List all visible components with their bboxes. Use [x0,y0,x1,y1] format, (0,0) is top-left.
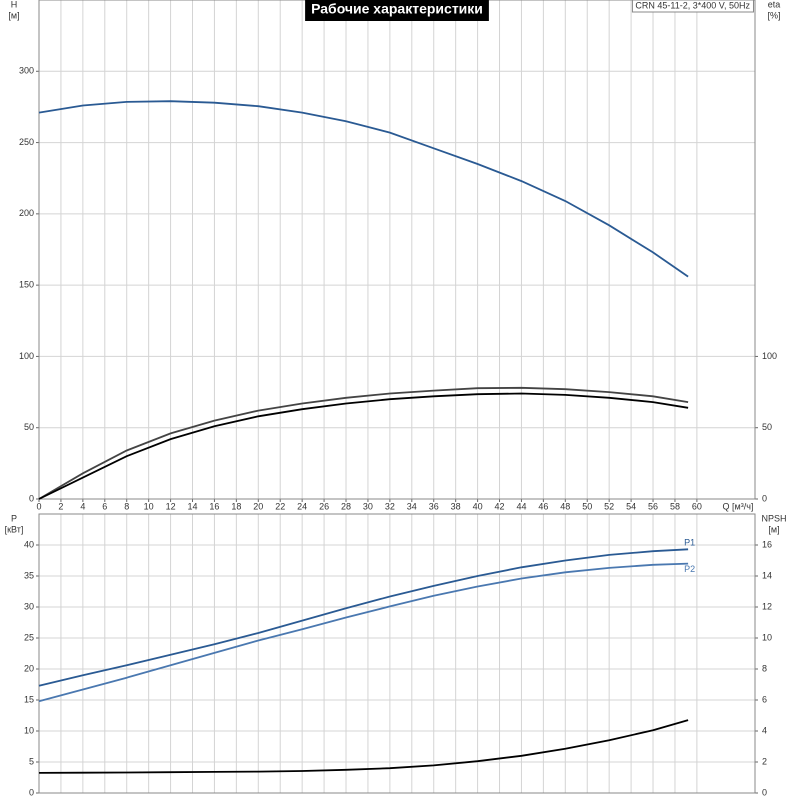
x-tick-label: 38 [451,501,461,511]
x-tick-label: 30 [363,501,373,511]
x-tick-label: 10 [144,501,154,511]
series-line [38,392,689,500]
y-axis-label: P [11,513,17,523]
x-tick-label: 44 [516,501,526,511]
x-tick-label: 12 [166,501,176,511]
y2-tick-label: 16 [762,539,772,549]
x-tick-label: 22 [275,501,285,511]
grid [38,514,755,794]
y-axis-label: [кВт] [5,524,24,534]
x-tick-label: 8 [124,501,129,511]
y-axis-label: [м] [8,10,19,20]
y2-tick-label: 0 [762,787,767,797]
y-tick-label: 300 [19,66,34,76]
x-tick-label: 32 [385,501,395,511]
y-tick-label: 0 [29,493,34,503]
plot-frame [38,0,756,500]
x-axis-label: Q [м³/ч] [723,501,754,511]
x-tick-label: 16 [209,501,219,511]
y-tick-label: 5 [29,756,34,766]
series-line [38,562,689,703]
model-label: CRN 45-11-2, 3*400 V, 50Hz [635,0,750,10]
title-background [305,0,489,21]
x-tick-label: 40 [473,501,483,511]
plot-frame [38,513,756,794]
x-tick-label: 46 [538,501,548,511]
x-tick-label: 0 [36,501,41,511]
y-tick-label: 0 [29,787,34,797]
x-tick-label: 48 [560,501,570,511]
x-tick-label: 2 [58,501,63,511]
series-line [38,719,689,774]
y2-tick-label: 4 [762,725,767,735]
y-tick-label: 50 [24,422,34,432]
x-tick-label: 14 [187,501,197,511]
x-tick-label: 54 [626,501,636,511]
y2-tick-label: 0 [762,493,767,503]
x-tick-label: 56 [648,501,658,511]
x-tick-label: 50 [582,501,592,511]
y-tick-label: 40 [24,539,34,549]
y2-axis-label: [%] [767,10,780,20]
x-tick-label: 36 [429,501,439,511]
y-tick-label: 100 [19,351,34,361]
x-tick-label: 24 [297,501,307,511]
series-line [38,386,689,500]
x-tick-label: 20 [253,501,263,511]
x-tick-label: 60 [692,501,702,511]
x-tick-label: 4 [80,501,85,511]
y2-axis-label: eta [768,0,781,9]
series-label: P2 [684,564,695,574]
y-tick-label: 30 [24,601,34,611]
y-tick-label: 15 [24,694,34,704]
model-box [631,0,754,13]
x-tick-label: 52 [604,501,614,511]
y2-tick-label: 12 [762,601,772,611]
y-tick-label: 20 [24,663,34,673]
series-line [38,100,689,278]
chart-title: Рабочие характеристики [311,1,483,17]
y2-tick-label: 8 [762,663,767,673]
y-tick-label: 250 [19,137,34,147]
y-tick-label: 200 [19,208,34,218]
y-tick-label: 25 [24,632,34,642]
y2-tick-label: 6 [762,694,767,704]
y-axis-label: H [11,0,18,9]
y-tick-label: 35 [24,570,34,580]
x-tick-label: 34 [407,501,417,511]
y-tick-label: 150 [19,280,34,290]
x-tick-label: 42 [495,501,505,511]
y2-tick-label: 50 [762,422,772,432]
x-tick-label: 6 [102,501,107,511]
series-label: P1 [684,538,695,548]
y2-axis-label: [м] [768,524,779,534]
y-tick-label: 10 [24,725,34,735]
x-tick-label: 26 [319,501,329,511]
y2-tick-label: 100 [762,351,777,361]
x-tick-label: 58 [670,501,680,511]
series-line [38,548,689,687]
y2-axis-label: NPSH [761,513,786,523]
y2-tick-label: 14 [762,570,772,580]
y2-tick-label: 10 [762,632,772,642]
x-tick-label: 28 [341,501,351,511]
y2-tick-label: 2 [762,756,767,766]
x-tick-label: 18 [231,501,241,511]
